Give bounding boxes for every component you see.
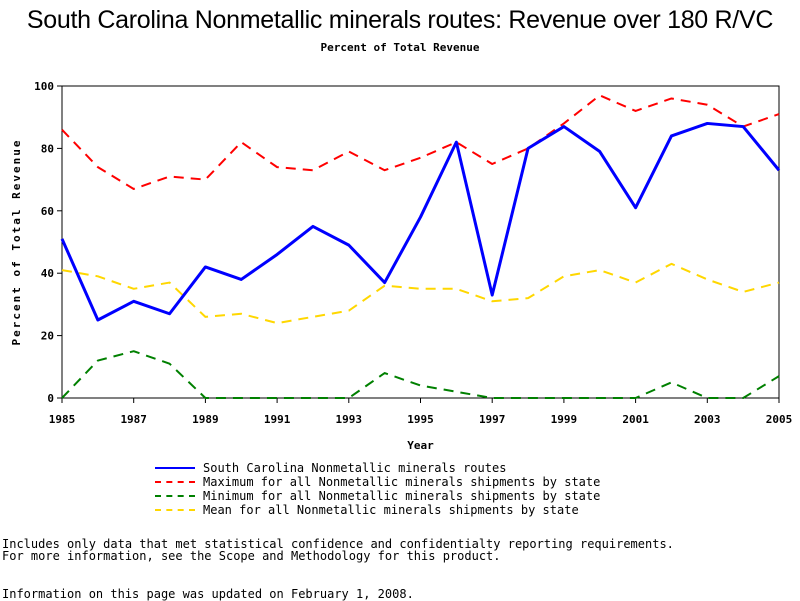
y-tick-label: 80 (41, 142, 54, 155)
x-tick-label: 1985 (49, 413, 76, 426)
legend-swatch (155, 467, 195, 469)
x-tick-label: 1995 (407, 413, 434, 426)
legend-item: Minimum for all Nonmetallic minerals shi… (155, 489, 600, 503)
x-tick-label: 1993 (336, 413, 363, 426)
note-updated: Information on this page was updated on … (2, 587, 414, 601)
note-methodology: For more information, see the Scope and … (2, 549, 501, 563)
x-tick-label: 2005 (766, 413, 793, 426)
legend-item: Mean for all Nonmetallic minerals shipme… (155, 503, 600, 517)
y-tick-label: 60 (41, 205, 54, 218)
legend-label: Minimum for all Nonmetallic minerals shi… (203, 489, 601, 503)
legend: South Carolina Nonmetallic minerals rout… (155, 461, 600, 517)
chart-subtitle: Percent of Total Revenue (320, 41, 480, 54)
line-chart: 1985 1987 1989 1991 1993 1995 1997 1999 2001 2003… (10, 80, 792, 452)
series-layer (60, 94, 781, 399)
x-tick-label: 1987 (120, 413, 147, 426)
legend-label: Maximum for all Nonmetallic minerals shi… (203, 475, 601, 489)
legend-label: South Carolina Nonmetallic minerals rout… (203, 461, 507, 475)
series-line-0 (60, 121, 781, 322)
x-tick-label: 2001 (622, 413, 649, 426)
chart-title: South Carolina Nonmetallic minerals rout… (26, 6, 774, 34)
note-confidentiality: Includes only data that met statistical … (2, 537, 674, 551)
x-tick-label: 1991 (264, 413, 291, 426)
y-tick-label: 20 (41, 330, 54, 343)
legend-item: South Carolina Nonmetallic minerals rout… (155, 461, 600, 475)
legend-swatch (155, 481, 195, 483)
legend-label: Mean for all Nonmetallic minerals shipme… (203, 503, 579, 517)
legend-swatch (155, 495, 195, 497)
series-line-2 (61, 350, 780, 399)
x-tick-label: 1989 (192, 413, 219, 426)
plot-frame (61, 85, 780, 399)
x-tick-label: 2003 (694, 413, 721, 426)
x-tick-label: 1999 (551, 413, 578, 426)
x-axis-title: Year (407, 439, 434, 452)
y-tick-label: 100 (34, 80, 54, 93)
x-tick-label: 1997 (479, 413, 506, 426)
series-line-3 (61, 262, 780, 325)
legend-swatch (155, 509, 195, 511)
chart-axes: 1985 1987 1989 1991 1993 1995 1997 1999 2001 2003… (34, 80, 792, 426)
y-tick-label: 0 (47, 392, 54, 405)
series-line-1 (61, 94, 780, 190)
legend-item: Maximum for all Nonmetallic minerals shi… (155, 475, 600, 489)
y-axis-title: Percent of Total Revenue (10, 139, 23, 346)
y-tick-label: 40 (41, 267, 54, 280)
